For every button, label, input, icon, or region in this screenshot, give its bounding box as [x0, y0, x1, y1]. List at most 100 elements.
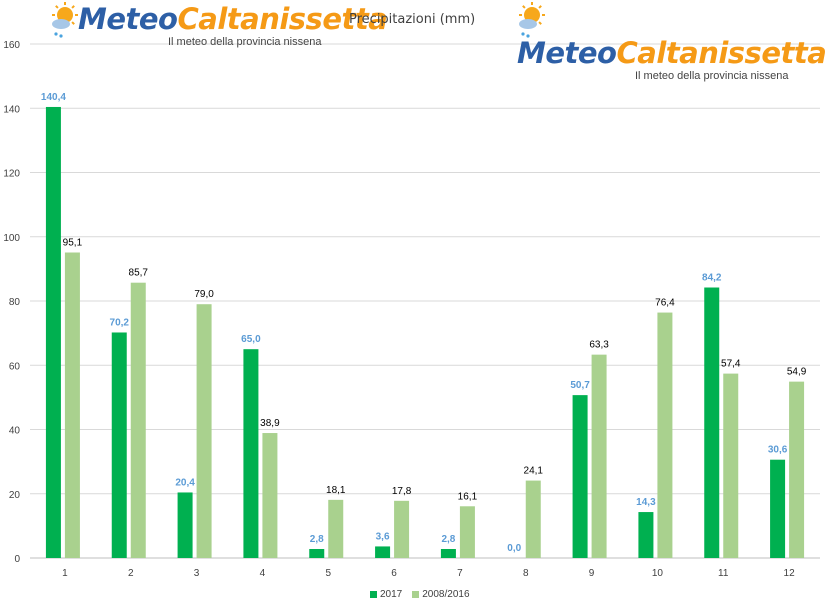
y-tick-label: 80 — [9, 297, 21, 308]
bar-2017 — [638, 512, 654, 558]
data-label-avg: 76,4 — [655, 298, 675, 309]
legend-item-2017: 2017 — [370, 589, 402, 600]
logo-left-meteo: Meteo — [78, 2, 178, 36]
logo-right-sun-ray — [522, 5, 526, 9]
bar-2017 — [375, 546, 391, 558]
x-tick-label: 5 — [325, 568, 331, 579]
x-tick-label: 4 — [260, 568, 266, 579]
logo-right-subtitle: Il meteo della provincia nissena — [635, 70, 789, 82]
chart-title: Precipitazioni (mm) — [349, 12, 476, 27]
logo-right-meteo: Meteo — [517, 36, 617, 70]
data-label-2017: 70,2 — [110, 317, 130, 328]
data-label-2017: 3,6 — [376, 531, 390, 542]
bar-avg — [328, 499, 344, 558]
y-tick-label: 140 — [3, 104, 20, 115]
y-tick-label: 20 — [9, 490, 21, 501]
x-tick-label: 6 — [391, 568, 397, 579]
bar-2017 — [309, 549, 325, 558]
bar-avg — [525, 480, 541, 558]
data-label-2017: 2,8 — [310, 534, 324, 545]
x-tick-label: 3 — [194, 568, 200, 579]
legend-label-avg: 2008/2016 — [422, 589, 470, 600]
logo-right-city: Caltanissetta — [616, 36, 827, 70]
data-label-avg: 16,1 — [458, 491, 478, 502]
y-tick-label: 60 — [9, 361, 21, 372]
logo-right-drop-icon — [521, 32, 525, 36]
logo-right-cloud-icon — [519, 19, 537, 29]
data-label-2017: 0,0 — [507, 543, 521, 554]
bar-2017 — [177, 492, 193, 558]
x-tick-label: 10 — [652, 568, 664, 579]
data-label-2017: 2,8 — [441, 534, 455, 545]
legend-item-avg: 2008/2016 — [412, 589, 470, 600]
logo-left-sun-ray — [71, 5, 75, 9]
logo-left-sun-ray — [55, 5, 59, 9]
bar-avg — [591, 354, 607, 558]
data-label-avg: 95,1 — [63, 237, 83, 248]
data-label-2017: 50,7 — [570, 380, 590, 391]
bar-avg — [64, 252, 80, 558]
x-tick-label: 9 — [589, 568, 595, 579]
data-label-avg: 18,1 — [326, 485, 346, 496]
logo-right-title: MeteoCaltanissetta — [517, 2, 829, 70]
bar-2017 — [770, 459, 786, 558]
x-tick-label: 2 — [128, 568, 134, 579]
bar-avg — [723, 373, 739, 558]
logo-right-sun-ray — [538, 5, 542, 9]
bar-2017 — [572, 395, 588, 558]
x-tick-label: 7 — [457, 568, 463, 579]
bar-2017 — [440, 549, 456, 558]
data-label-avg: 54,9 — [787, 367, 807, 378]
legend-swatch-2017 — [370, 591, 377, 598]
logo-left-sun-ray — [71, 21, 75, 25]
bar-avg — [657, 312, 673, 558]
x-tick-label: 11 — [718, 568, 729, 579]
bar-avg — [394, 500, 410, 558]
x-tick-label: 1 — [62, 568, 68, 579]
y-tick-label: 160 — [3, 40, 20, 51]
y-tick-label: 100 — [3, 233, 20, 244]
bar-2017 — [243, 349, 259, 558]
bar-avg — [459, 506, 475, 558]
x-tick-label: 12 — [784, 568, 796, 579]
data-label-avg: 85,7 — [129, 268, 149, 279]
data-label-2017: 20,4 — [175, 477, 195, 488]
data-label-2017: 30,6 — [768, 445, 788, 456]
data-label-2017: 140,4 — [41, 92, 66, 103]
data-label-avg: 17,8 — [392, 486, 412, 497]
logo-left: MeteoCaltanissetta Il meteo della provin… — [50, 2, 388, 48]
logo-right: MeteoCaltanissetta Il meteo della provin… — [517, 2, 829, 82]
bar-avg — [196, 304, 212, 558]
bar-avg — [130, 282, 146, 558]
bar-2017 — [111, 332, 127, 558]
data-label-avg: 24,1 — [524, 466, 544, 477]
bar-2017 — [704, 287, 720, 558]
y-tick-label: 40 — [9, 426, 21, 437]
logo-left-drop-icon — [59, 34, 63, 38]
data-label-2017: 65,0 — [241, 334, 261, 345]
logo-left-city: Caltanissetta — [177, 2, 388, 36]
legend: 2017 2008/2016 — [370, 589, 470, 600]
logo-right-sun-ray — [538, 21, 542, 25]
data-label-avg: 79,0 — [194, 289, 214, 300]
logo-left-subtitle: Il meteo della provincia nissena — [168, 36, 322, 48]
bar-2017 — [45, 106, 61, 558]
logo-right-drop-icon — [526, 34, 530, 38]
y-tick-label: 120 — [3, 169, 20, 180]
logo-left-drop-icon — [54, 32, 58, 36]
legend-label-2017: 2017 — [380, 589, 403, 600]
data-label-2017: 14,3 — [636, 497, 656, 508]
data-label-avg: 63,3 — [589, 340, 609, 351]
bar-avg — [789, 381, 805, 558]
legend-swatch-avg — [412, 591, 420, 598]
data-label-avg: 38,9 — [260, 418, 280, 429]
logo-left-title: MeteoCaltanissetta — [50, 2, 388, 36]
y-tick-label: 0 — [14, 554, 20, 565]
data-label-2017: 84,2 — [702, 273, 722, 284]
bar-avg — [262, 433, 278, 558]
logo-left-cloud-icon — [52, 19, 70, 29]
data-label-avg: 57,4 — [721, 359, 741, 370]
x-tick-label: 8 — [523, 568, 529, 579]
